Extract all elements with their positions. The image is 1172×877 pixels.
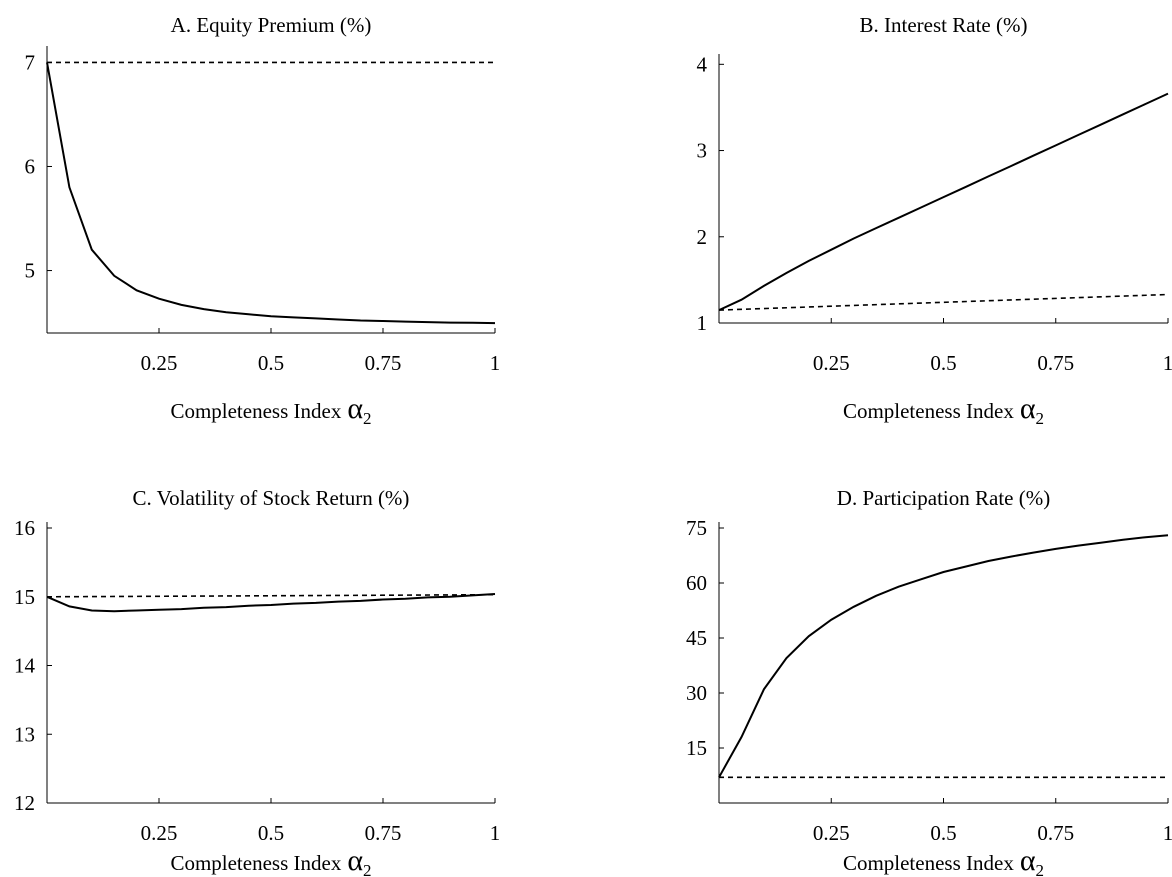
x-axis-label-symbol: α: [347, 844, 363, 877]
series-line-solid: [718, 534, 1169, 778]
panel-b-interest-rate: B. Interest Rate (%) 1 2 3 4 0.25 0.5 0.75 1 Comp…: [697, 13, 1172, 428]
y-tick-label: 14: [14, 654, 36, 678]
panel-c-volatility-of-stock-return: C. Volatility of Stock Return (%)1213141…: [14, 486, 500, 877]
x-axis-label-subscript: 2: [1036, 409, 1045, 428]
x-axis-label-subscript: 2: [363, 409, 372, 428]
x-axis-label-text: Completeness Index: [170, 851, 341, 875]
y-tick-label: 1: [697, 311, 708, 335]
x-tick-label: 0.5: [258, 351, 284, 375]
x-tick-label: 1: [1163, 351, 1172, 375]
chart-title: A. Equity Premium (%): [171, 13, 372, 37]
x-tick-label: 1: [490, 821, 501, 845]
x-tick-label: 1: [1163, 821, 1172, 845]
x-tick-label: 0.75: [1037, 351, 1074, 375]
panel-a-equity-premium: A. Equity Premium (%) 5 6 7 0.25 0.5 0.75 1 Comp…: [25, 13, 501, 428]
x-tick-label: 0.5: [930, 351, 956, 375]
y-tick-label: 6: [25, 154, 36, 178]
y-tick-label: 30: [686, 681, 707, 705]
chart-title: C. Volatility of Stock Return (%): [133, 486, 410, 510]
x-axis-label-subscript: 2: [363, 861, 372, 877]
series-line-dashed: [46, 593, 496, 598]
y-tick-label: 15: [686, 736, 707, 760]
y-tick-label: 2: [697, 225, 708, 249]
x-tick-label: 0.5: [930, 821, 956, 845]
y-tick-label: 13: [14, 722, 35, 746]
x-tick-label: 0.75: [365, 821, 402, 845]
y-tick-label: 5: [25, 259, 36, 283]
x-tick-label: 0.25: [813, 821, 850, 845]
x-axis-label: Completeness Index α2: [170, 392, 371, 428]
chart-title: D. Participation Rate (%): [837, 486, 1050, 510]
x-tick-label: 1: [490, 351, 501, 375]
y-tick-label: 45: [686, 626, 707, 650]
y-tick-label: 60: [686, 571, 707, 595]
x-tick-label: 0.75: [1037, 821, 1074, 845]
x-axis-label-symbol: α: [1020, 392, 1036, 425]
chart-title: B. Interest Rate (%): [860, 13, 1028, 37]
x-axis-label: Completeness Index α2: [843, 392, 1044, 428]
x-axis-label-subscript: 2: [1036, 861, 1045, 877]
x-axis-label: Completeness Index α2: [843, 844, 1044, 877]
x-tick-label: 0.25: [141, 351, 178, 375]
y-tick-label: 12: [14, 791, 35, 815]
x-axis-label-text: Completeness Index: [170, 399, 341, 423]
panel-d-participation-rate: D. Participation Rate (%) 15 30 45 60 75 0.25 0…: [686, 486, 1172, 877]
series-line-solid: [46, 62, 496, 325]
y-tick-label: 3: [697, 139, 708, 163]
x-tick-label: 0.25: [141, 821, 178, 845]
x-axis-label-text: Completeness Index: [843, 399, 1014, 423]
x-axis-label-symbol: α: [1020, 844, 1036, 877]
x-axis-label: Completeness Index α2: [170, 844, 371, 877]
x-axis-label-symbol: α: [347, 392, 363, 425]
y-tick-label: 15: [14, 585, 35, 609]
y-tick-label: 75: [686, 516, 707, 540]
x-tick-label: 0.25: [813, 351, 850, 375]
y-tick-label: 16: [14, 516, 35, 540]
series-line-solid: [46, 593, 496, 613]
y-tick-label: 4: [697, 52, 708, 76]
x-axis-label-text: Completeness Index: [843, 851, 1014, 875]
x-tick-label: 0.5: [258, 821, 284, 845]
x-tick-label: 0.75: [365, 351, 402, 375]
series-line-dashed: [718, 293, 1169, 311]
y-tick-label: 7: [25, 50, 36, 74]
series-line-solid: [718, 92, 1169, 312]
